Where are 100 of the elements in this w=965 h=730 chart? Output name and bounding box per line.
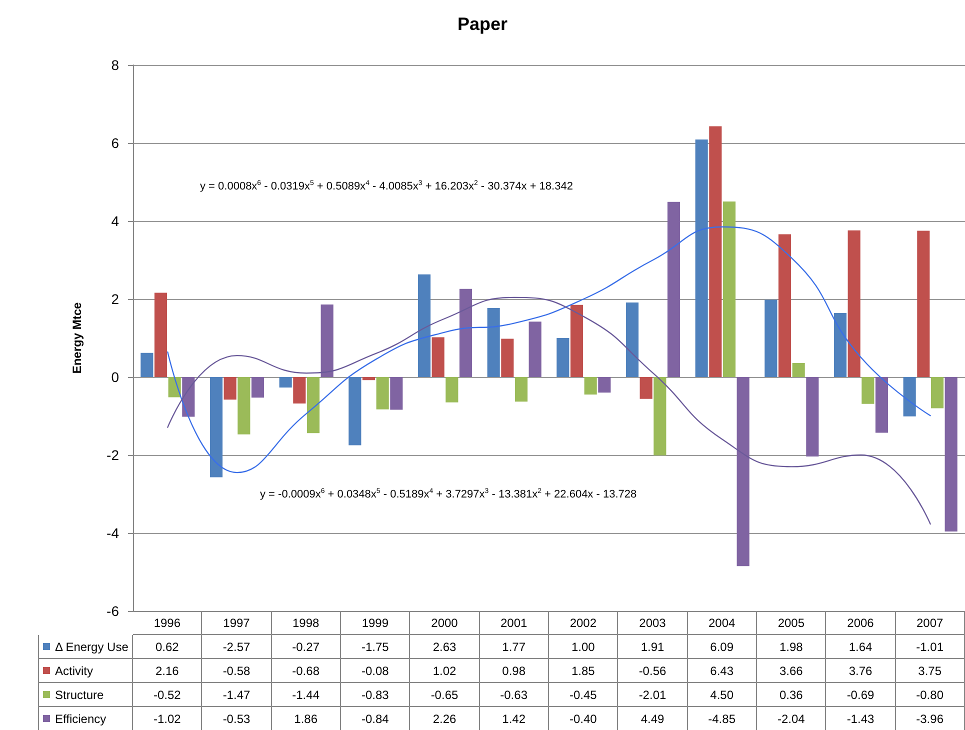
bar — [487, 308, 500, 377]
bar — [917, 230, 930, 377]
x-tick-label: 2005 — [757, 611, 826, 635]
data-label: -0.40 — [549, 707, 618, 730]
bar — [792, 362, 805, 377]
bar — [182, 377, 195, 417]
bar — [598, 377, 611, 393]
bar — [376, 377, 389, 410]
bar — [764, 300, 778, 377]
data-label: -2.01 — [618, 683, 688, 707]
data-label: 4.49 — [618, 707, 688, 730]
data-label: -1.43 — [826, 707, 896, 730]
data-label: -2.57 — [202, 635, 272, 659]
data-label: 1.00 — [549, 635, 618, 659]
data-label: 2.16 — [133, 659, 202, 683]
bar — [722, 202, 736, 377]
x-tick-label: 1999 — [341, 611, 410, 635]
bar — [514, 377, 528, 402]
y-axis-title: Energy Mtce — [70, 302, 84, 374]
data-label: 1.86 — [272, 707, 341, 730]
data-label: 1.64 — [826, 635, 896, 659]
line-series — [167, 296, 931, 525]
data-label: -0.84 — [341, 707, 410, 730]
bar — [362, 377, 376, 380]
y-tick-label: -2 — [106, 447, 120, 463]
data-label: -0.27 — [272, 635, 341, 659]
bar — [570, 304, 584, 377]
x-tick-label: 2003 — [618, 611, 688, 635]
legend-label: Structure — [55, 688, 104, 702]
bar — [432, 337, 444, 377]
bar — [154, 292, 168, 377]
bar — [501, 338, 514, 377]
bar — [528, 322, 542, 377]
bar — [654, 377, 666, 456]
data-label: 4.50 — [688, 683, 757, 707]
bar — [944, 377, 958, 532]
bar — [224, 377, 236, 400]
data-label: 1.85 — [549, 659, 618, 683]
legend-label: Δ Energy Use — [55, 640, 128, 654]
data-label: -1.02 — [133, 707, 202, 730]
bar — [695, 139, 708, 377]
data-label: -3.96 — [896, 707, 965, 730]
chart-title: Paper — [457, 14, 508, 34]
x-tick-label: 1998 — [272, 611, 341, 635]
bar — [238, 377, 250, 434]
bar — [348, 377, 362, 446]
legend-label: Activity — [55, 664, 94, 678]
x-tick-label: 2002 — [549, 611, 618, 635]
legend-label: Efficiency — [55, 712, 106, 726]
data-label: -0.63 — [480, 683, 549, 707]
data-label: 1.42 — [480, 707, 549, 730]
y-tick-label: -6 — [106, 603, 120, 619]
data-label: -1.44 — [272, 683, 341, 707]
bar — [140, 352, 154, 377]
data-label: -0.45 — [549, 683, 618, 707]
data-label: 1.02 — [410, 659, 480, 683]
x-tick-label: 2007 — [896, 611, 965, 635]
bar — [418, 274, 431, 377]
y-tick-label: 4 — [111, 213, 120, 229]
data-label: 1.98 — [757, 635, 826, 659]
bar — [210, 377, 223, 478]
y-tick-label: 8 — [111, 57, 120, 73]
bar — [584, 377, 597, 395]
data-label: -0.65 — [410, 683, 480, 707]
bar — [903, 377, 916, 416]
data-label: 0.36 — [757, 683, 826, 707]
data-label: 3.75 — [896, 659, 965, 683]
bar — [834, 313, 847, 377]
bar — [390, 377, 403, 410]
data-label: -4.85 — [688, 707, 757, 730]
data-label: -0.52 — [133, 683, 202, 707]
x-tick-label: 2000 — [410, 611, 480, 635]
bar — [930, 377, 944, 408]
data-label: 6.43 — [688, 659, 757, 683]
bar — [279, 377, 292, 388]
bar — [556, 338, 570, 377]
data-label: -0.69 — [826, 683, 896, 707]
bar — [459, 288, 472, 377]
x-tick-label: 2001 — [480, 611, 549, 635]
data-label: -0.83 — [341, 683, 410, 707]
y-tick-label: 0 — [111, 369, 120, 385]
data-label: -2.04 — [757, 707, 826, 730]
data-label: -1.75 — [341, 635, 410, 659]
x-tick-label: 2006 — [826, 611, 896, 635]
bar — [667, 202, 680, 377]
bar — [251, 377, 264, 398]
data-label: -0.80 — [896, 683, 965, 707]
y-tick-label: 6 — [111, 135, 120, 151]
y-tick-label: -4 — [106, 525, 120, 541]
data-label: -1.47 — [202, 683, 272, 707]
bar — [320, 304, 334, 377]
bar — [778, 234, 792, 377]
data-label: 1.91 — [618, 635, 688, 659]
data-label: -0.08 — [341, 659, 410, 683]
bar — [626, 302, 639, 377]
bar — [736, 377, 750, 566]
bar — [709, 126, 722, 377]
data-label: 2.26 — [410, 707, 480, 730]
data-label: 0.62 — [133, 635, 202, 659]
data-label: -1.01 — [896, 635, 965, 659]
